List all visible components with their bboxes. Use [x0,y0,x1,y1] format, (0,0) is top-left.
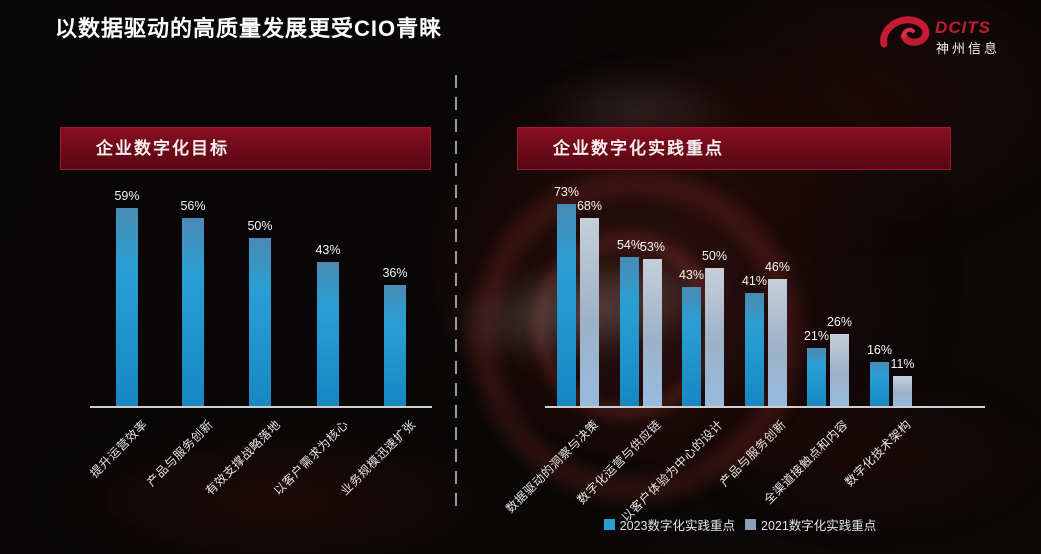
goal-bar [249,238,271,406]
practice-bar-2021 [768,279,787,406]
practice-bar-2021 [705,268,724,406]
goals-chart-title: 企业数字化目标 [96,139,229,158]
bar-value-label: 50% [701,249,728,263]
practice-bar-2023 [807,348,826,406]
page-title: 以数据驱动的高质量发展更受CIO青睐 [55,16,443,41]
logo-brand-text: DCITS [935,18,991,37]
bar-value-label: 56% [180,199,206,213]
legend-item-2023: 2023数字化实践重点 [603,515,735,534]
dcits-logo: DCITS 神州信息 [879,8,1029,64]
practice-chart-title: 企业数字化实践重点 [553,139,724,158]
practice-bar-2023 [682,287,701,406]
bar-value-label: 43% [315,243,341,257]
x-axis-line [545,406,985,408]
bar-value-label: 26% [826,315,853,329]
bar-value-label: 21% [803,329,830,343]
section-divider [455,75,457,512]
practice-bar-2023 [620,257,639,406]
goal-bar [116,208,138,406]
practice-bar-2021 [643,259,662,406]
goals-chart-banner: 企业数字化目标 [60,127,431,170]
bar-value-label: 54% [616,238,643,252]
legend: 2023数字化实践重点 2021数字化实践重点 [520,515,960,534]
bar-value-label: 46% [764,260,791,274]
practice-bar-2021 [830,334,849,406]
bar-value-label: 68% [576,199,603,213]
dcits-swirl-icon [880,16,930,48]
practice-bar-2023 [745,293,764,406]
category-label: 数字化技术架构 [842,417,915,490]
goal-bar [182,218,204,406]
practice-bar-2021 [893,376,912,406]
goal-bar [317,262,339,406]
bar-value-label: 59% [114,189,140,203]
practice-bar-2023 [557,204,576,406]
bar-value-label: 43% [678,268,705,282]
x-axis-line [90,406,432,408]
bar-value-label: 50% [247,219,273,233]
practice-bar-2021 [580,218,599,406]
bar-value-label: 53% [639,240,666,254]
legend-label-2023: 2023数字化实践重点 [619,519,735,533]
legend-swatch-2021 [745,519,756,530]
bar-value-label: 73% [553,185,580,199]
logo-company-text: 神州信息 [936,41,1001,56]
legend-item-2021: 2021数字化实践重点 [745,515,876,534]
bar-value-label: 41% [741,274,768,288]
bar-value-label: 16% [866,343,893,357]
bar-value-label: 36% [382,266,408,280]
practice-bar-2023 [870,362,889,406]
legend-swatch-2023 [603,519,615,530]
bar-value-label: 11% [890,357,915,371]
practice-chart-banner: 企业数字化实践重点 [517,127,951,170]
goal-bar [384,285,406,406]
category-label: 以客户体验为中心的设计 [619,417,727,525]
legend-label-2021: 2021数字化实践重点 [761,519,877,533]
